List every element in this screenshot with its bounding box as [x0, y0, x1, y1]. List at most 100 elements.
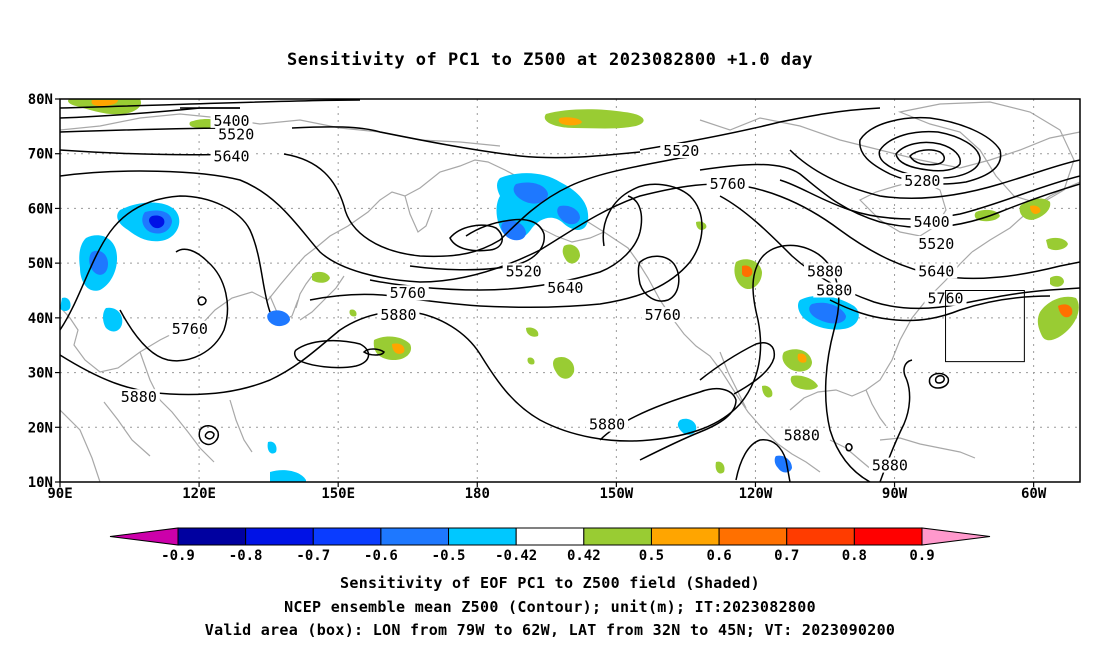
- caption-valid-area: Valid area (box): LON from 79W to 62W, L…: [204, 621, 896, 639]
- lat-lon-grid: [60, 99, 1080, 482]
- coastline-se-asia: [60, 351, 215, 482]
- shade-patch-blue: [270, 470, 306, 482]
- coastline-gulf-mexico: [789, 251, 973, 411]
- lat-label: 30N: [28, 366, 53, 382]
- contour-label: 5880: [780, 426, 823, 444]
- svg-text:5880: 5880: [784, 426, 820, 444]
- svg-text:5520: 5520: [918, 235, 954, 253]
- shade-patch-green: [526, 327, 539, 337]
- contour-5280-inner: [909, 149, 945, 166]
- shade-patch-blue-dark: [557, 205, 580, 225]
- colorbar-label: -0.7: [296, 548, 330, 564]
- plot-frame: [59, 98, 1081, 483]
- colorbar-bin: [312, 527, 382, 546]
- contour-label: 5880: [586, 416, 629, 434]
- shade-patch-green: [1037, 296, 1079, 341]
- shade-patch-blue: [103, 307, 123, 332]
- coastline-florida: [865, 389, 887, 427]
- contour-5880-sw: [699, 342, 776, 395]
- shade-patch-green: [1050, 275, 1064, 287]
- coastline-kamchatka: [404, 195, 433, 233]
- contour-5880-mid: [60, 244, 871, 482]
- lat-label: 80N: [28, 92, 53, 108]
- contour-5880-west: [60, 195, 271, 331]
- shade-patch-blue: [60, 297, 71, 311]
- shade-patch-blue-dark: [501, 220, 526, 241]
- shade-patch-green: [312, 271, 330, 283]
- contour-5760-ne-pacific: [637, 255, 680, 302]
- valid-area-box: [945, 290, 1025, 363]
- svg-text:5880: 5880: [589, 416, 625, 434]
- contour-high-small-4: [204, 431, 215, 440]
- colorbar-label: 0.42: [567, 548, 601, 564]
- colorbar-label: 0.6: [706, 548, 731, 564]
- valid-area-box-group: [945, 290, 1025, 363]
- colorbar-extend-high: [921, 527, 991, 546]
- contour-label: 5520: [915, 235, 958, 253]
- lat-label: 20N: [28, 420, 53, 436]
- coastlines: [60, 101, 1080, 482]
- shade-patch-orange: [1058, 304, 1073, 318]
- colorbar-label: -0.5: [432, 548, 466, 564]
- svg-text:5400: 5400: [213, 112, 249, 130]
- shade-patch-orange: [558, 117, 582, 126]
- contour-high-small-2: [934, 375, 945, 384]
- svg-text:5640: 5640: [547, 279, 583, 297]
- svg-text:5760: 5760: [645, 306, 681, 324]
- contour-label: 5640: [915, 262, 958, 280]
- lat-label: 40N: [28, 311, 53, 327]
- coastline-baja: [719, 351, 747, 409]
- svg-text:5640: 5640: [213, 147, 249, 165]
- shade-patch-blue-core: [149, 215, 165, 229]
- colorbar-label: 0.9: [909, 548, 934, 564]
- shade-patch-green: [527, 357, 535, 365]
- lat-label: 70N: [28, 147, 53, 163]
- contour-label: 5760: [386, 284, 429, 302]
- contour-label: 5880: [377, 306, 420, 324]
- coastline-asia-east: [60, 159, 521, 373]
- svg-text:5880: 5880: [380, 306, 416, 324]
- lon-label: 120E: [182, 486, 216, 502]
- svg-text:5640: 5640: [918, 262, 954, 280]
- lon-label: 150E: [321, 486, 355, 502]
- contour-label: 5760: [641, 306, 684, 324]
- contour-5880-gulf: [879, 359, 913, 482]
- coastline-greenland: [897, 101, 1075, 205]
- svg-text:5880: 5880: [807, 262, 843, 280]
- shade-patch-orange: [742, 265, 753, 277]
- lat-label: 10N: [28, 475, 53, 491]
- lon-label: 60W: [1021, 486, 1047, 502]
- shade-patch-orange: [1030, 205, 1041, 214]
- colorbar-label: -0.6: [364, 548, 398, 564]
- contour-5280-mid: [895, 141, 962, 172]
- contour-high-small-1: [928, 372, 950, 389]
- contour-5640-central: [369, 195, 643, 291]
- colorbar-bin: [177, 527, 247, 546]
- latitude-labels: 80N 70N 60N 50N 40N 30N 20N 10N: [28, 92, 60, 491]
- contour-label: 5760: [706, 175, 749, 193]
- colorbar-bin: [448, 527, 517, 546]
- shade-patch-orange: [91, 100, 118, 106]
- coastline-japan-islands: [295, 275, 313, 309]
- contour-5520: [60, 126, 641, 159]
- lon-label: 120W: [739, 486, 773, 502]
- svg-text:5880: 5880: [872, 457, 908, 475]
- svg-text:5520: 5520: [663, 142, 699, 160]
- colorbar-bin: [650, 527, 720, 546]
- contour-label: 5640: [210, 147, 253, 165]
- coastline-nw-america: [659, 299, 821, 473]
- contour-5760-east: [719, 195, 1080, 309]
- contour-5520-closed: [449, 224, 503, 252]
- shade-patch-green: [762, 385, 773, 398]
- colorbar-bin: [853, 527, 923, 546]
- coastline-hudson-bay: [858, 179, 947, 237]
- svg-text:5400: 5400: [914, 213, 950, 231]
- lon-label: 150W: [600, 486, 634, 502]
- shade-patch-green: [349, 309, 357, 317]
- lat-label: 50N: [28, 256, 53, 272]
- contour-label: 5400: [910, 213, 953, 231]
- colorbar-bin: [245, 527, 314, 546]
- colorbar-label: -0.9: [161, 548, 195, 564]
- svg-text:5520: 5520: [506, 262, 542, 280]
